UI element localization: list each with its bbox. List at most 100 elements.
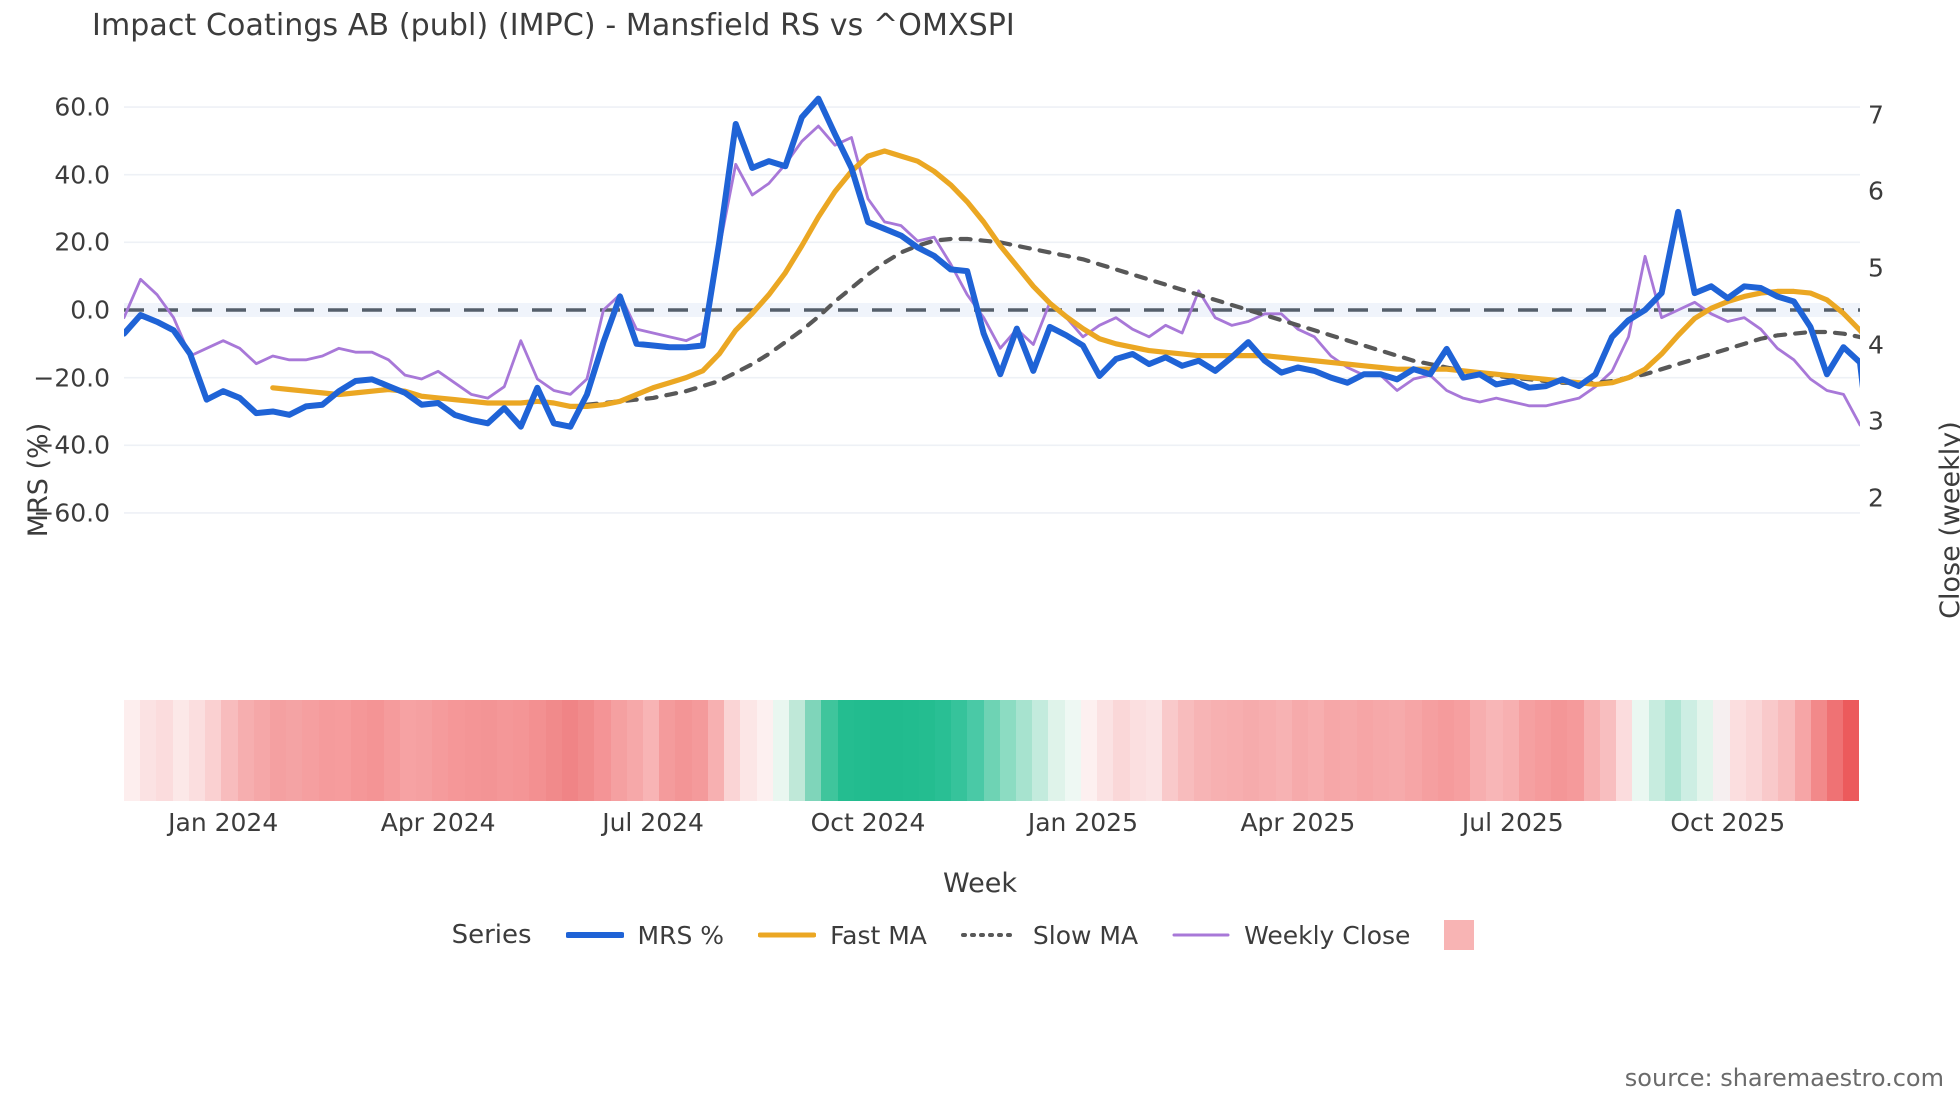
- legend-heat-patch-icon: [1444, 920, 1475, 950]
- heat-strip-band: [1356, 700, 1373, 801]
- heat-strip-band: [1810, 700, 1827, 801]
- heat-strip-band: [1226, 700, 1244, 801]
- heat-strip-band: [529, 700, 546, 801]
- heat-strip-band: [1064, 700, 1081, 801]
- heat-strip-band: [1664, 700, 1681, 801]
- heat-strip-band: [578, 700, 595, 801]
- y-axis-right-label-wrap: Close (weekly): [1930, 190, 1960, 619]
- heat-strip-band: [1632, 700, 1649, 801]
- legend-item-heat-strip[interactable]: [1444, 920, 1475, 950]
- heat-strip-band: [724, 700, 741, 801]
- heat-strip-band: [221, 700, 238, 801]
- heat-strip-band: [1113, 700, 1130, 801]
- heat-strip-band: [1032, 700, 1049, 801]
- legend-item-fast-ma[interactable]: Fast MA: [758, 921, 927, 950]
- heat-strip-band: [302, 700, 319, 801]
- heat-strip-band: [1048, 700, 1065, 801]
- heat-strip-band: [1518, 700, 1536, 801]
- heat-strip-band: [172, 700, 189, 801]
- heat-strip-band: [1097, 700, 1114, 801]
- y-axis-left-tick: 60.0: [54, 92, 110, 122]
- legend-swatch-icon: [1172, 924, 1230, 946]
- legend-title: Series: [451, 920, 532, 950]
- heat-strip-band: [934, 700, 952, 801]
- chart-legend: Series MRS % Fast MA Slow MA Weekly Close: [0, 920, 1960, 950]
- heat-strip-band: [1762, 700, 1779, 801]
- heat-strip-band: [286, 700, 303, 801]
- heat-strip-band: [1129, 700, 1146, 801]
- legend-label: Fast MA: [830, 920, 927, 950]
- heat-strip-band: [1162, 700, 1179, 801]
- y-axis-right-tick: 4: [1868, 330, 1884, 359]
- heat-strip-band: [188, 700, 206, 801]
- x-axis-tick: Oct 2024: [810, 808, 926, 837]
- heat-strip-band: [707, 700, 725, 801]
- heat-strip-band: [870, 700, 887, 801]
- heat-strip-band: [1421, 700, 1438, 801]
- y-axis-left-tick: −40.0: [33, 430, 110, 460]
- heat-strip-band: [1729, 700, 1746, 801]
- heat-strip-band: [610, 700, 627, 801]
- heat-strip-band: [788, 700, 806, 801]
- heat-strip-band: [1016, 700, 1033, 801]
- series-plot: [124, 95, 1860, 514]
- heat-strip-band: [886, 700, 903, 801]
- heat-strip-band: [1502, 700, 1519, 801]
- heat-strip-band: [318, 700, 335, 801]
- heat-strip-band: [999, 700, 1017, 801]
- y-axis-right-tick: 5: [1868, 253, 1884, 283]
- heat-strip-band: [1453, 700, 1471, 801]
- heat-strip-band: [1486, 700, 1503, 801]
- mrs-heat-strip: [124, 700, 1860, 801]
- heat-strip-band: [675, 700, 692, 801]
- y-axis-right-tick: 6: [1868, 176, 1884, 206]
- x-axis-tick: Jan 2025: [1027, 808, 1138, 837]
- y-axis-right-tick: 7: [1868, 100, 1884, 129]
- x-axis-tick: Apr 2024: [380, 808, 496, 837]
- heat-strip-band: [1291, 700, 1308, 801]
- x-axis-tick: Oct 2025: [1670, 808, 1786, 837]
- heat-strip-band: [351, 700, 368, 801]
- heat-strip-band: [1243, 700, 1260, 801]
- heat-strip-band: [626, 700, 643, 801]
- source-note: source: sharemaestro.com: [1624, 1064, 1944, 1092]
- heat-strip-band: [1259, 700, 1276, 801]
- x-axis-tick: Apr 2025: [1240, 808, 1356, 837]
- heat-strip-band: [1145, 700, 1162, 801]
- legend-swatch-icon: [960, 924, 1019, 946]
- heat-strip-band: [269, 700, 287, 801]
- heat-strip-band: [918, 700, 935, 801]
- y-axis-left-tick: 0.0: [70, 295, 110, 325]
- heat-strip-band: [951, 700, 968, 801]
- heat-strip-band: [156, 700, 173, 801]
- heat-strip-band: [1745, 700, 1763, 801]
- heat-strip-band: [643, 700, 660, 801]
- heat-strip-band: [853, 700, 871, 801]
- heat-strip-band: [561, 700, 579, 801]
- legend-item-weekly-close[interactable]: Weekly Close: [1172, 921, 1410, 950]
- heat-strip-band: [399, 700, 416, 801]
- heat-strip-band: [545, 700, 562, 801]
- heat-strip-band: [659, 700, 676, 801]
- heat-strip-band: [837, 700, 854, 801]
- heat-strip-band: [1307, 700, 1325, 801]
- heat-strip-band: [756, 700, 773, 801]
- heat-strip-band: [1794, 700, 1811, 801]
- y-axis-left-tick: 20.0: [54, 227, 110, 257]
- heat-strip-band: [480, 700, 498, 801]
- legend-label: Weekly Close: [1244, 920, 1411, 950]
- heat-strip-band: [1778, 700, 1795, 801]
- heat-strip-band: [1648, 700, 1665, 801]
- heat-strip-band: [805, 700, 822, 801]
- heat-strip-band: [253, 700, 270, 801]
- heat-strip-band: [691, 700, 708, 801]
- heat-strip-band: [1275, 700, 1292, 801]
- legend-item-slow-ma[interactable]: Slow MA: [960, 921, 1138, 950]
- heat-strip-band: [1713, 700, 1730, 801]
- heat-strip-band: [205, 700, 222, 801]
- legend-item-mrs-[interactable]: MRS %: [565, 921, 724, 950]
- heat-strip-band: [367, 700, 384, 801]
- heat-strip-band: [740, 700, 757, 801]
- heat-strip-band: [1389, 700, 1406, 801]
- y-axis-left-ticks: 60.0 40.0 20.0 0.0 −20.0 −40.0 −60.0: [0, 80, 110, 540]
